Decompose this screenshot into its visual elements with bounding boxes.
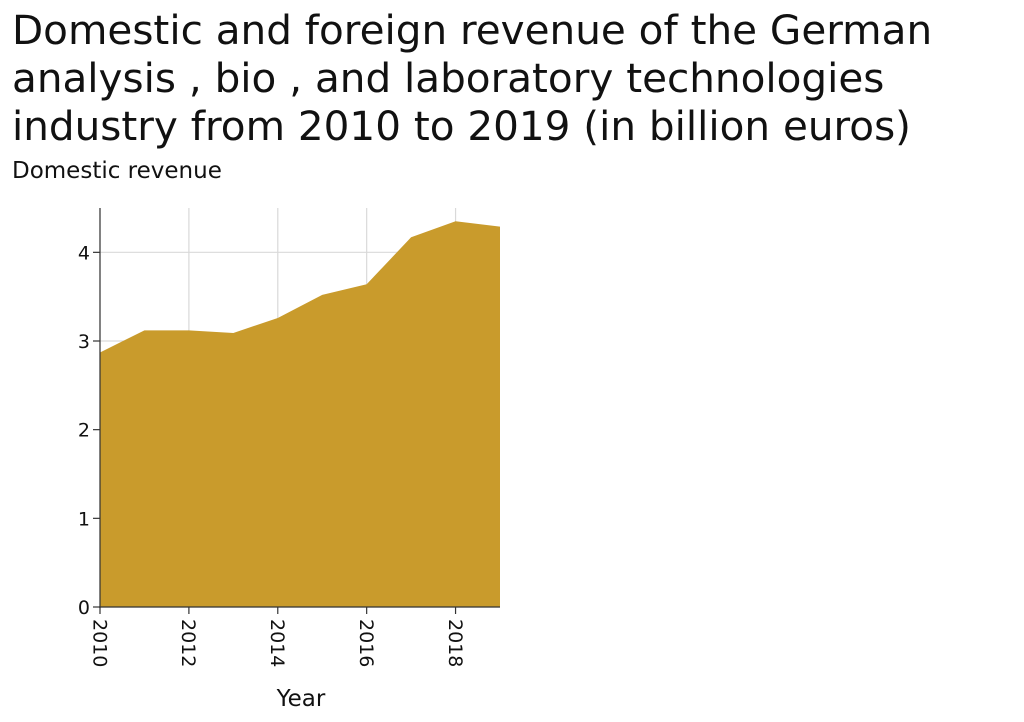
x-axis-title: Year [276,686,326,712]
x-tick-label-2012: 2012 [177,619,199,667]
domestic-revenue-area [100,221,500,608]
y-axis-title: Domestic revenue [12,158,222,184]
axes [93,208,500,614]
x-tick-label-2016: 2016 [355,619,377,667]
y-tick-label-2: 2 [78,420,90,442]
y-tick-label-0: 0 [78,597,90,619]
tick-labels: 0 1 2 3 4 2010 2012 2014 2016 2018 [78,242,466,667]
y-tick-label-1: 1 [78,508,90,530]
y-tick-label-3: 3 [78,331,90,353]
y-tick-label-4: 4 [78,242,90,264]
x-tick-label-2018: 2018 [444,619,466,667]
x-tick-label-2014: 2014 [266,619,288,667]
x-tick-label-2010: 2010 [88,619,110,667]
chart-title: Domestic and foreign revenue of the Germ… [12,6,933,150]
